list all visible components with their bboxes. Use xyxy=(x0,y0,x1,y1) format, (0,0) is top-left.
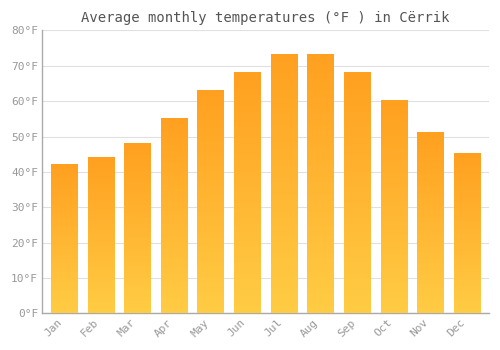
Title: Average monthly temperatures (°F ) in Cërrik: Average monthly temperatures (°F ) in Cë… xyxy=(82,11,450,25)
